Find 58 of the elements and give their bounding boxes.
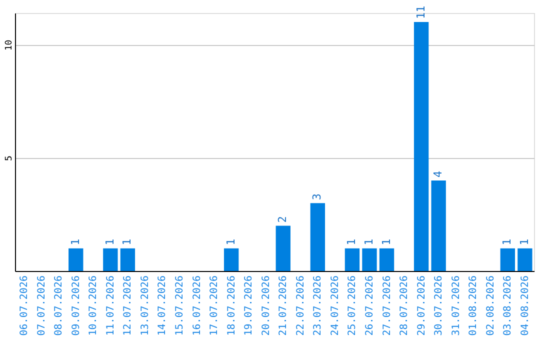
x-tick-label: 30.07.2026 bbox=[434, 276, 445, 336]
bar bbox=[224, 248, 239, 271]
data-label: 11 bbox=[414, 6, 428, 20]
x-tick-label: 17.07.2026 bbox=[209, 276, 220, 336]
data-label: 1 bbox=[362, 238, 376, 246]
x-tick-label: 22.07.2026 bbox=[295, 276, 306, 336]
x-tick-label: 13.07.2026 bbox=[140, 276, 151, 336]
data-label: 1 bbox=[120, 238, 134, 246]
x-tick-label: 08.07.2026 bbox=[54, 276, 65, 336]
bar bbox=[120, 248, 136, 271]
x-tick-label: 29.07.2026 bbox=[416, 276, 428, 336]
x-tick-label: 28.07.2026 bbox=[399, 276, 410, 336]
x-tick-label: 21.07.2026 bbox=[278, 276, 290, 336]
data-label: 3 bbox=[310, 193, 324, 200]
x-tick-label: 25.07.2026 bbox=[347, 276, 358, 336]
x-tick-label: 31.07.2026 bbox=[450, 276, 462, 336]
x-tick-label: 02.08.2026 bbox=[485, 276, 496, 336]
x-tick-label: 07.07.2026 bbox=[36, 276, 48, 336]
bar bbox=[518, 248, 532, 271]
data-label: 1 bbox=[380, 238, 393, 246]
x-tick-label: 10.07.2026 bbox=[88, 276, 100, 336]
x-tick-label: 11.07.2026 bbox=[105, 276, 116, 336]
data-label: 4 bbox=[432, 170, 445, 178]
data-label: 1 bbox=[103, 238, 116, 246]
x-tick-label: 18.07.2026 bbox=[226, 276, 238, 336]
y-tick-label: 10 bbox=[4, 40, 14, 51]
bar bbox=[414, 22, 429, 271]
data-label: 2 bbox=[276, 216, 290, 223]
data-label: 1 bbox=[518, 238, 531, 246]
x-tick-label: 15.07.2026 bbox=[174, 276, 186, 336]
data-label: 1 bbox=[68, 238, 82, 246]
x-tick-label: 06.07.2026 bbox=[19, 276, 30, 336]
x-tick-label: 03.08.2026 bbox=[502, 276, 514, 336]
bar bbox=[310, 203, 326, 271]
bar bbox=[103, 248, 118, 271]
x-tick-label: 20.07.2026 bbox=[260, 276, 272, 336]
bar bbox=[379, 248, 394, 271]
data-label: 1 bbox=[345, 238, 358, 246]
x-tick-label: 19.07.2026 bbox=[244, 276, 255, 336]
x-tick-label: 27.07.2026 bbox=[382, 276, 393, 336]
bar bbox=[362, 248, 377, 271]
x-tick-label: 23.07.2026 bbox=[312, 276, 324, 336]
x-tick-label: 12.07.2026 bbox=[122, 276, 134, 336]
data-label: 1 bbox=[500, 238, 514, 246]
bar bbox=[276, 226, 290, 271]
bar bbox=[344, 248, 360, 271]
bar bbox=[68, 248, 84, 271]
x-tick-label: 26.07.2026 bbox=[364, 276, 376, 336]
x-tick-label: 16.07.2026 bbox=[192, 276, 203, 336]
x-tick-label: 09.07.2026 bbox=[70, 276, 82, 336]
x-tick-label: 04.08.2026 bbox=[520, 276, 531, 336]
bar bbox=[431, 180, 446, 271]
bar bbox=[500, 248, 515, 271]
y-tick-label: 5 bbox=[4, 156, 14, 162]
x-tick-label: 14.07.2026 bbox=[157, 276, 168, 336]
data-label: 1 bbox=[224, 238, 238, 246]
x-tick-label: 24.07.2026 bbox=[330, 276, 341, 336]
x-tick-label: 01.08.2026 bbox=[468, 276, 480, 336]
